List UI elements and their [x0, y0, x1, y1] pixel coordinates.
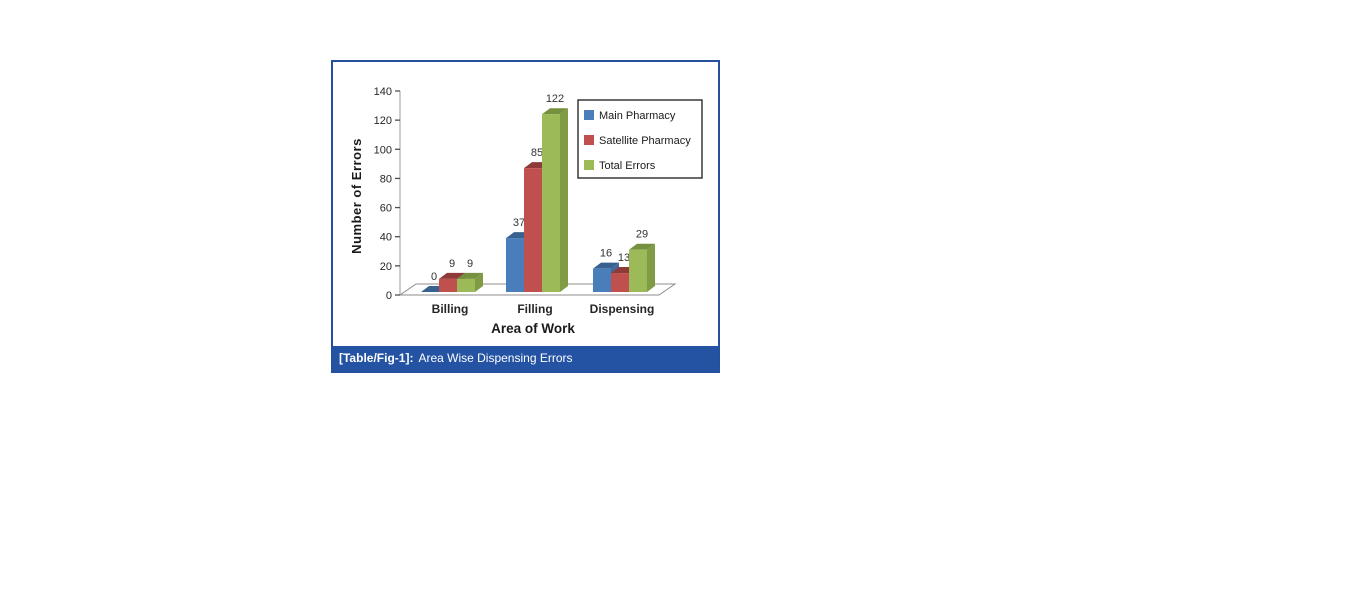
legend-swatch-main-pharmacy	[584, 110, 594, 120]
bar-value-label: 13	[618, 252, 630, 264]
bar-total-errors-dispensing	[629, 243, 655, 292]
bar-total-errors-filling	[542, 108, 568, 292]
bar-front-face	[457, 278, 475, 292]
legend-label: Main Pharmacy	[599, 110, 676, 122]
y-axis-title: Number of Errors	[349, 138, 364, 254]
bar-value-label: 0	[431, 271, 437, 283]
x-tick-label: Filling	[517, 302, 552, 316]
bar-front-face	[593, 268, 611, 292]
bar-side-face	[560, 108, 568, 292]
bar-value-label: 122	[546, 93, 564, 105]
x-tick-label: Billing	[432, 302, 469, 316]
caption-text: Area Wise Dispensing Errors	[418, 351, 573, 365]
bar-front-face	[629, 249, 647, 292]
bar-value-label: 9	[449, 258, 455, 270]
bar-value-label: 85	[531, 147, 543, 159]
x-tick-label: Dispensing	[590, 302, 655, 316]
y-tick-label: 20	[380, 261, 392, 273]
bar-value-label: 37	[513, 217, 525, 229]
bar-front-face	[524, 168, 542, 292]
legend-swatch-total-errors	[584, 160, 594, 170]
bar-front-face	[439, 278, 457, 292]
legend-swatch-satellite-pharmacy	[584, 135, 594, 145]
bar-front-face	[611, 273, 629, 292]
chart-area: 0 20 40 60 80 100 120 140 0 9 9 Billing 37 85 122 Filli…	[333, 62, 718, 346]
y-tick-label: 120	[374, 115, 392, 127]
bar-top-face	[439, 272, 465, 279]
y-tick-label: 100	[374, 144, 392, 156]
bar-front-face	[542, 114, 560, 292]
bar-front-face	[506, 238, 524, 292]
caption-label: [Table/Fig-1]:	[339, 351, 414, 365]
legend-box	[577, 99, 703, 179]
bar-top-face	[593, 262, 619, 269]
figure-caption: [Table/Fig-1]: Area Wise Dispensing Erro…	[333, 346, 718, 371]
bar-value-label: 29	[636, 229, 648, 241]
y-tick-label: 80	[380, 173, 392, 185]
bar-top-face	[457, 272, 483, 279]
bar-side-face	[475, 272, 483, 292]
legend: Main Pharmacy Satellite Pharmacy Total Err…	[577, 99, 703, 179]
bar-value-label: 16	[600, 248, 612, 260]
bar-value-label: 9	[467, 258, 473, 270]
bar-side-face	[647, 243, 655, 292]
y-tick-label: 60	[380, 203, 392, 215]
y-tick-label: 40	[380, 232, 392, 244]
figure-box: 0 20 40 60 80 100 120 140 0 9 9 Billing 37 85 122 Filli…	[331, 60, 720, 373]
legend-label: Total Errors	[599, 160, 656, 172]
y-tick-label: 0	[386, 290, 392, 302]
bar-top-face	[629, 243, 655, 250]
bar-top-face	[542, 108, 568, 115]
bar-total-errors-billing	[457, 272, 483, 292]
legend-label: Satellite Pharmacy	[599, 135, 691, 147]
x-axis-title: Area of Work	[491, 321, 575, 336]
y-tick-label: 140	[374, 86, 392, 98]
